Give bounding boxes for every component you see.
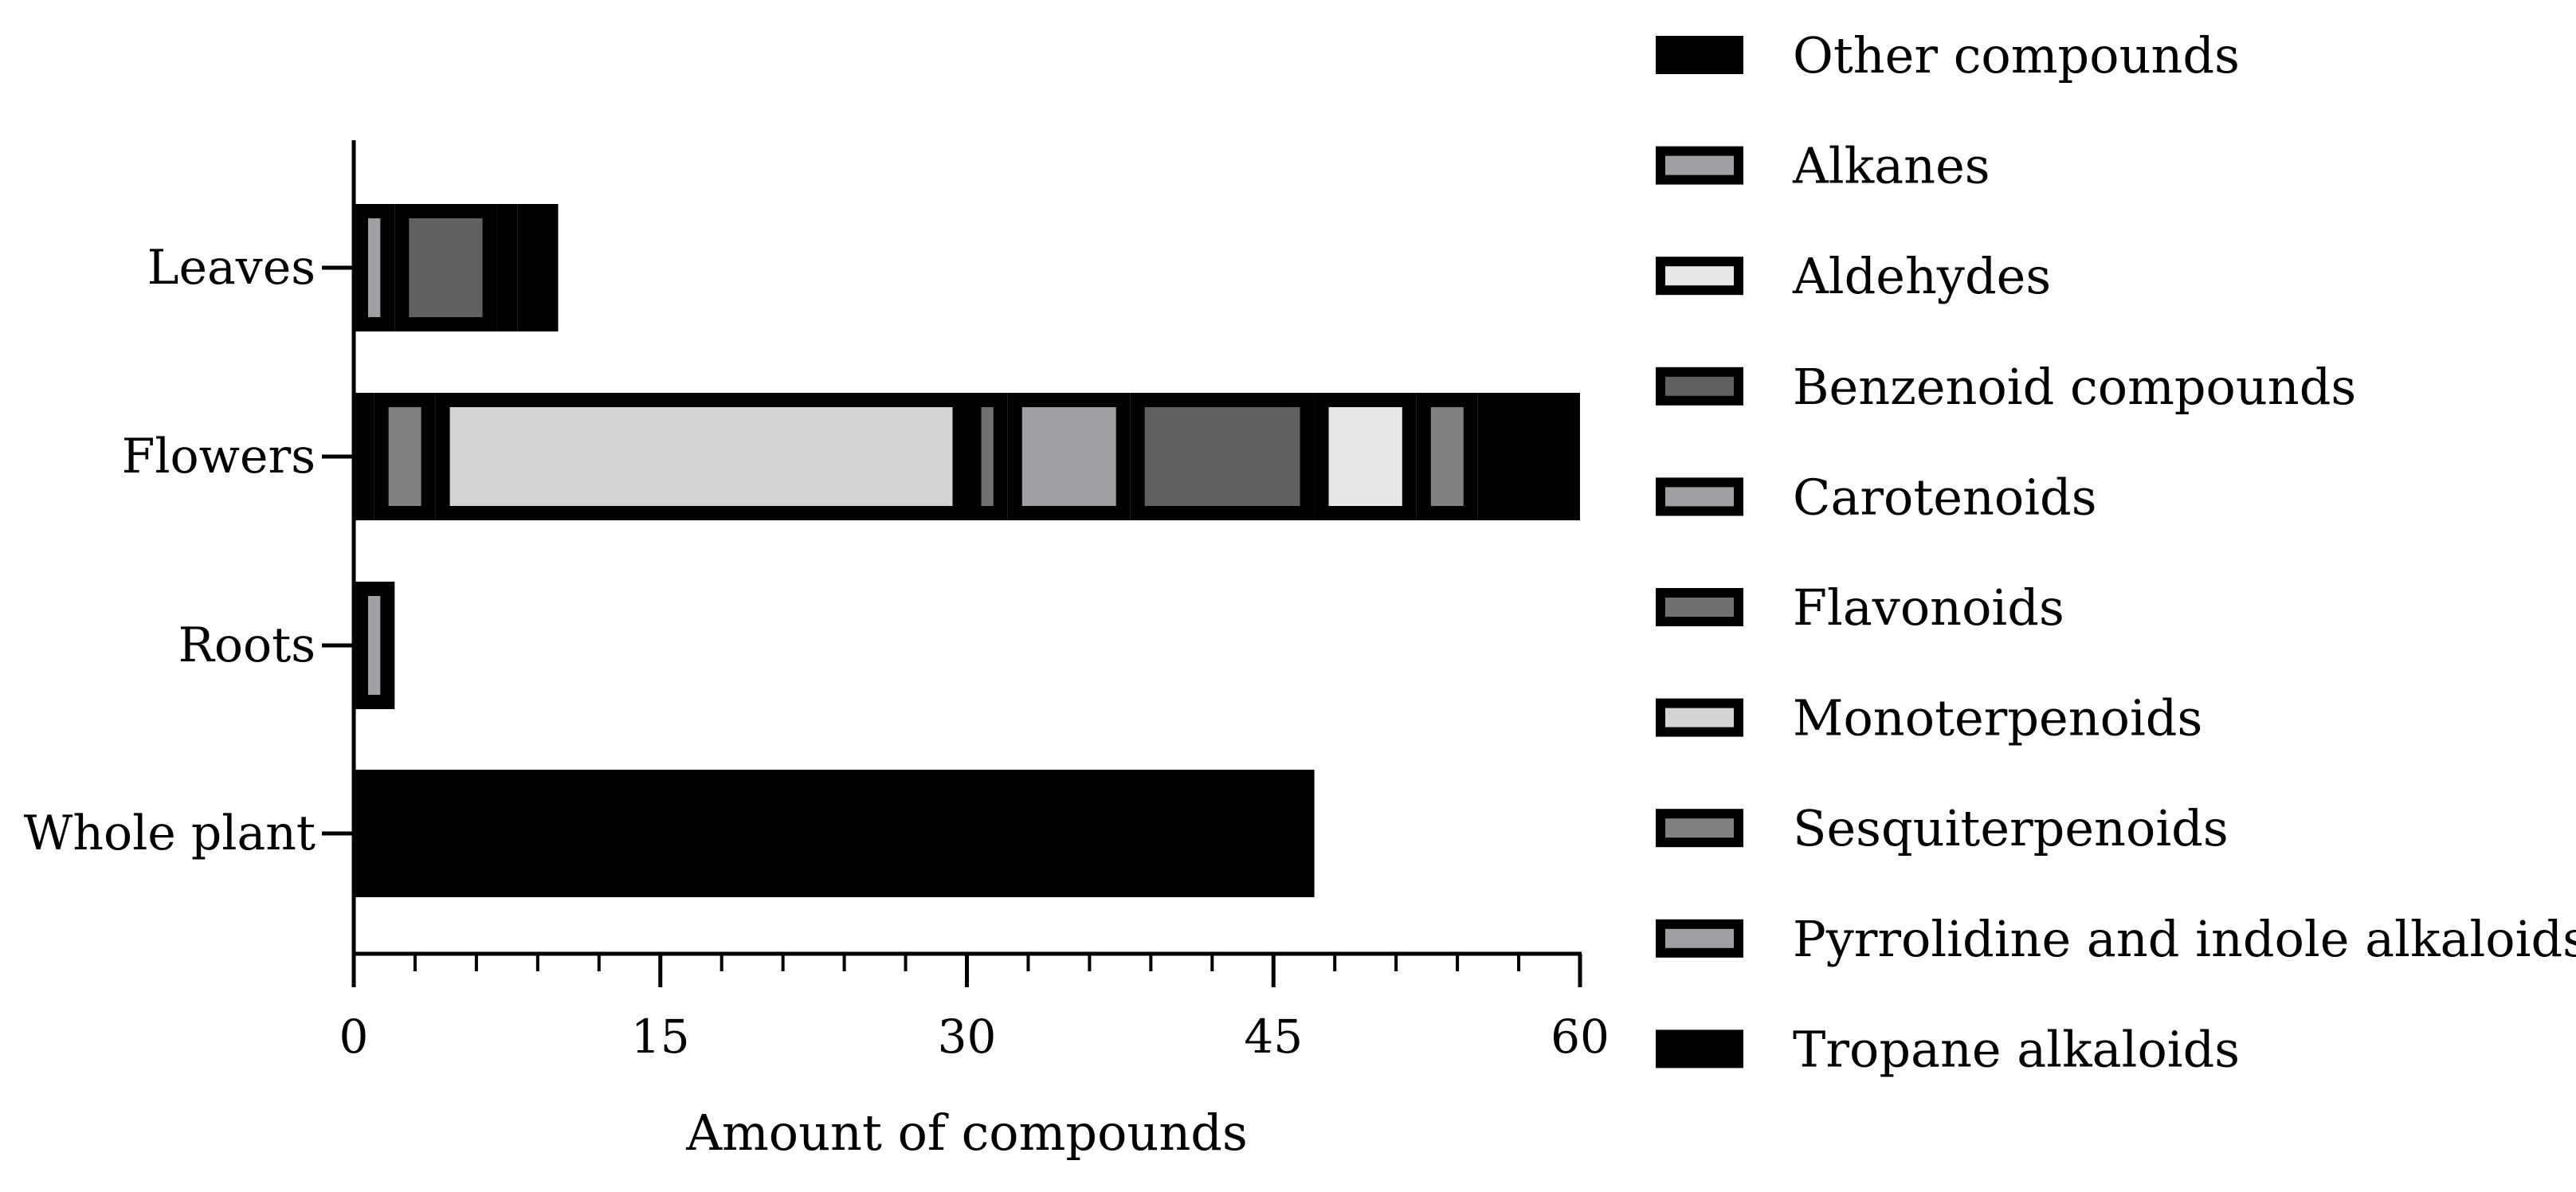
bars-group [354, 204, 1580, 897]
category-label-whole-plant: Whole plant [24, 806, 316, 861]
bar-segment-leaves-other-compounds [517, 204, 559, 331]
bar-segment-flowers-benzenoid-compounds [1130, 393, 1315, 520]
legend-label-pyrrolidine-and-indole-alkaloids: Pyrrolidine and indole alkaloids [1793, 910, 2576, 968]
legend-swatch-aldehydes [1656, 257, 1743, 296]
legend-label-alkanes: Alkanes [1792, 137, 1990, 195]
bar-segment-leaves-benzenoid-compounds [394, 204, 497, 331]
bar-segment-flowers-alkanes [1416, 393, 1478, 520]
bar-segment-flowers-pyrrolidine-and-indole-alkaloids [354, 393, 374, 520]
legend-label-aldehydes: Aldehydes [1792, 247, 2051, 305]
legend-swatch-benzenoid-compounds [1656, 367, 1743, 406]
legend-swatch-other-compounds [1656, 36, 1743, 74]
category-label-flowers: Flowers [122, 429, 316, 484]
x-tick-label-0: 0 [339, 1010, 369, 1064]
legend-swatch-monoterpenoids [1656, 698, 1743, 737]
category-label-roots: Roots [178, 618, 316, 673]
bar-segment-whole-plant-tropane-alkaloids [354, 770, 1315, 897]
legend-label-sesquiterpenoids: Sesquiterpenoids [1793, 799, 2229, 857]
legend-swatch-flavonoids [1656, 588, 1743, 626]
bar-segment-roots-pyrrolidine-and-indole-alkaloids [354, 582, 395, 709]
legend-label-carotenoids: Carotenoids [1793, 468, 2097, 526]
bar-segment-leaves-alkanes [496, 204, 518, 331]
legend: Other compounds Alkanes Aldehydes Benzenoid… [1656, 26, 2576, 1078]
x-tick-label-30: 30 [938, 1010, 997, 1064]
bar-segment-flowers-monoterpenoids [435, 393, 967, 520]
x-tick-label-45: 45 [1244, 1010, 1303, 1064]
x-axis-title: Amount of compounds [685, 1104, 1248, 1162]
legend-swatch-pyrrolidine-and-indole-alkaloids [1656, 919, 1743, 958]
bar-segment-flowers-sesquiterpenoids [374, 393, 436, 520]
x-tick-label-15: 15 [631, 1010, 690, 1064]
legend-label-monoterpenoids: Monoterpenoids [1793, 689, 2202, 747]
bar-segment-flowers-flavonoids [966, 393, 1008, 520]
legend-swatch-tropane-alkaloids [1656, 1029, 1743, 1068]
axes-group: Leaves Flowers Roots Whole plant 0 15 30 45 60 [24, 140, 1610, 1064]
bar-segment-flowers-aldehydes [1314, 393, 1417, 520]
legend-swatch-alkanes [1656, 146, 1743, 185]
x-tick-label-60: 60 [1551, 1010, 1610, 1064]
bar-segment-flowers-other-compounds [1477, 393, 1580, 520]
bar-segment-leaves-pyrrolidine-and-indole-alkaloids [354, 204, 395, 331]
category-label-leaves: Leaves [147, 240, 316, 296]
bar-segment-flowers-carotenoids [1007, 393, 1131, 520]
legend-label-benzenoid-compounds: Benzenoid compounds [1793, 358, 2356, 416]
legend-label-tropane-alkaloids: Tropane alkaloids [1793, 1020, 2240, 1078]
legend-label-flavonoids: Flavonoids [1793, 578, 2064, 637]
legend-swatch-carotenoids [1656, 477, 1743, 516]
legend-label-other-compounds: Other compounds [1793, 26, 2240, 84]
legend-swatch-sesquiterpenoids [1656, 809, 1743, 848]
